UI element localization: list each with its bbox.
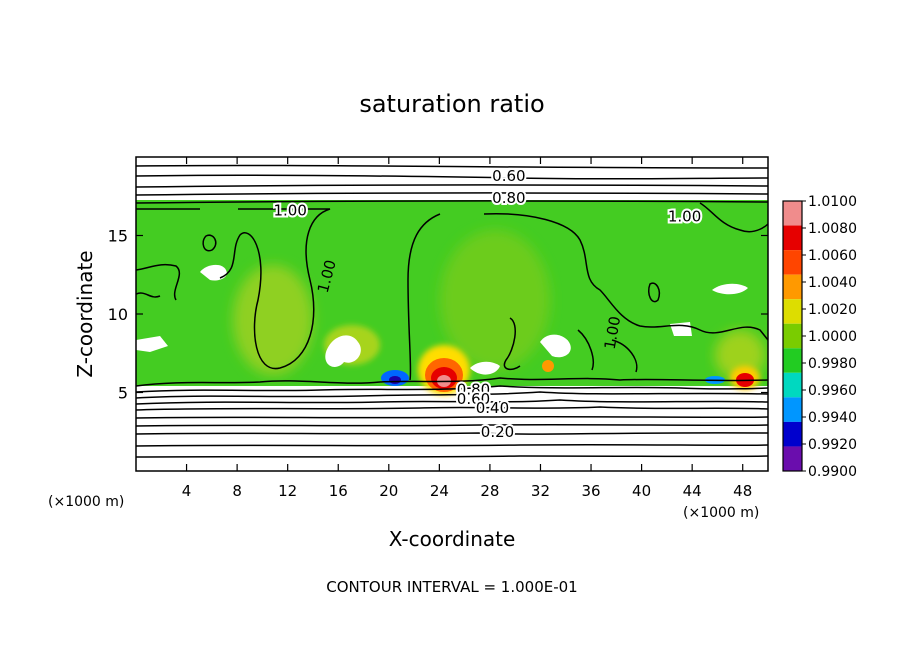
x-tick-label: 24 bbox=[430, 482, 449, 500]
y-axis: 5 10 15 bbox=[108, 227, 768, 403]
colorbar-label: 1.0060 bbox=[808, 248, 857, 264]
contour-line bbox=[136, 406, 768, 411]
moist-patch bbox=[715, 330, 765, 380]
contour-label: 0.80 bbox=[457, 380, 490, 398]
x-tick-label: 12 bbox=[278, 482, 297, 500]
contour-line bbox=[647, 282, 661, 303]
contour-label: 1.00 bbox=[274, 201, 307, 219]
contour-label: 0.80 bbox=[492, 189, 525, 207]
colorbar-swatch bbox=[783, 323, 802, 349]
colorbar-swatch bbox=[783, 372, 802, 398]
contour-label: 0.60 bbox=[457, 390, 490, 408]
saturation-field bbox=[136, 200, 768, 395]
contour-line bbox=[136, 377, 768, 387]
colorbar-swatch bbox=[783, 397, 802, 422]
chart-title: saturation ratio bbox=[359, 90, 544, 118]
colorbar-swatch bbox=[783, 250, 802, 275]
contour-line bbox=[503, 317, 521, 371]
contour-line bbox=[136, 455, 768, 458]
contour-line bbox=[136, 432, 768, 435]
colorbar-label: 0.9980 bbox=[808, 356, 857, 372]
colorbar-swatch bbox=[783, 299, 802, 324]
contour-line bbox=[136, 192, 768, 196]
x-tick-label: 36 bbox=[581, 482, 600, 500]
colorbar-label: 0.9940 bbox=[808, 410, 857, 426]
contour-label: 0.40 bbox=[476, 399, 509, 417]
x-tick-label: 40 bbox=[632, 482, 651, 500]
contour-line bbox=[136, 208, 331, 370]
moist-patch bbox=[233, 265, 313, 375]
x-axis-label: X-coordinate bbox=[389, 527, 516, 551]
contour-line bbox=[699, 202, 768, 233]
colorbar-label: 1.0080 bbox=[808, 221, 857, 237]
contour-label: 1.00 bbox=[601, 315, 625, 351]
contour-line bbox=[136, 385, 768, 393]
contour-line bbox=[136, 399, 768, 405]
contour-line bbox=[136, 415, 768, 419]
y-tick-label: 15 bbox=[108, 227, 128, 246]
contour-interval-note: CONTOUR INTERVAL = 1.000E-01 bbox=[326, 578, 577, 596]
colorbar-swatch bbox=[783, 201, 802, 226]
supersaturation-core bbox=[542, 360, 554, 372]
contour-line bbox=[407, 212, 768, 381]
contour-labels: 0.600.801.00 1.001.001.000.800.600.400.20 bbox=[272, 165, 704, 443]
colorbar-swatch bbox=[783, 421, 802, 447]
colorbar-label: 1.0100 bbox=[808, 194, 857, 210]
y-tick-label: 5 bbox=[118, 384, 128, 403]
unsaturated-hole bbox=[712, 283, 748, 295]
x-tick-label: 44 bbox=[683, 482, 702, 500]
contour-label: 1.00 bbox=[668, 208, 701, 226]
colorbar-label: 1.0020 bbox=[808, 302, 857, 318]
contour-label: 0.20 bbox=[481, 423, 514, 441]
contour-line bbox=[136, 423, 768, 427]
unsaturated-hole bbox=[136, 336, 168, 352]
contour-line bbox=[136, 263, 181, 301]
contour-line bbox=[202, 234, 217, 252]
contour-line bbox=[136, 174, 768, 180]
unsaturated-hole bbox=[200, 264, 227, 281]
contour-line bbox=[136, 443, 768, 447]
x-unit-right: (×1000 m) bbox=[683, 505, 759, 521]
colorbar: 1.0100 1.0080 1.0060 1.0040 1.0020 1.0000 0.99… bbox=[782, 194, 857, 480]
contour-line bbox=[136, 200, 768, 204]
x-tick-label: 8 bbox=[232, 482, 242, 500]
colorbar-label: 1.0000 bbox=[808, 329, 857, 345]
subsaturation-spot bbox=[389, 376, 401, 384]
y-tick-label: 10 bbox=[108, 305, 128, 324]
unsaturated-hole bbox=[325, 335, 361, 367]
unsaturated-hole bbox=[540, 334, 571, 358]
x-tick-label: 48 bbox=[733, 482, 752, 500]
y-axis-label: Z-coordinate bbox=[73, 250, 97, 377]
x-tick-label: 20 bbox=[379, 482, 398, 500]
contour-lines bbox=[136, 164, 768, 458]
colorbar-label: 0.9920 bbox=[808, 437, 857, 453]
colorbar-swatch bbox=[783, 348, 802, 373]
colorbar-label: 0.9900 bbox=[808, 464, 857, 480]
colorbar-label: 1.0040 bbox=[808, 275, 857, 291]
unsaturated-hole bbox=[470, 361, 500, 375]
colorbar-label: 0.9960 bbox=[808, 383, 857, 399]
x-tick-label: 16 bbox=[329, 482, 348, 500]
colorbar-swatch bbox=[783, 225, 802, 251]
contour-line bbox=[136, 184, 768, 188]
x-tick-label: 32 bbox=[531, 482, 550, 500]
contour-line bbox=[136, 164, 768, 169]
x-tick-label: 4 bbox=[182, 482, 192, 500]
contour-line bbox=[577, 329, 638, 373]
contour-label: 0.60 bbox=[492, 167, 525, 185]
contour-line bbox=[136, 391, 768, 399]
x-unit-left: (×1000 m) bbox=[48, 494, 124, 510]
colorbar-swatch bbox=[783, 446, 802, 471]
x-axis: 4 8 12 16 20 24 28 32 36 40 44 48 bbox=[182, 157, 752, 500]
colorbar-swatch bbox=[783, 274, 802, 300]
moist-patch bbox=[440, 230, 550, 370]
x-tick-label: 28 bbox=[480, 482, 499, 500]
